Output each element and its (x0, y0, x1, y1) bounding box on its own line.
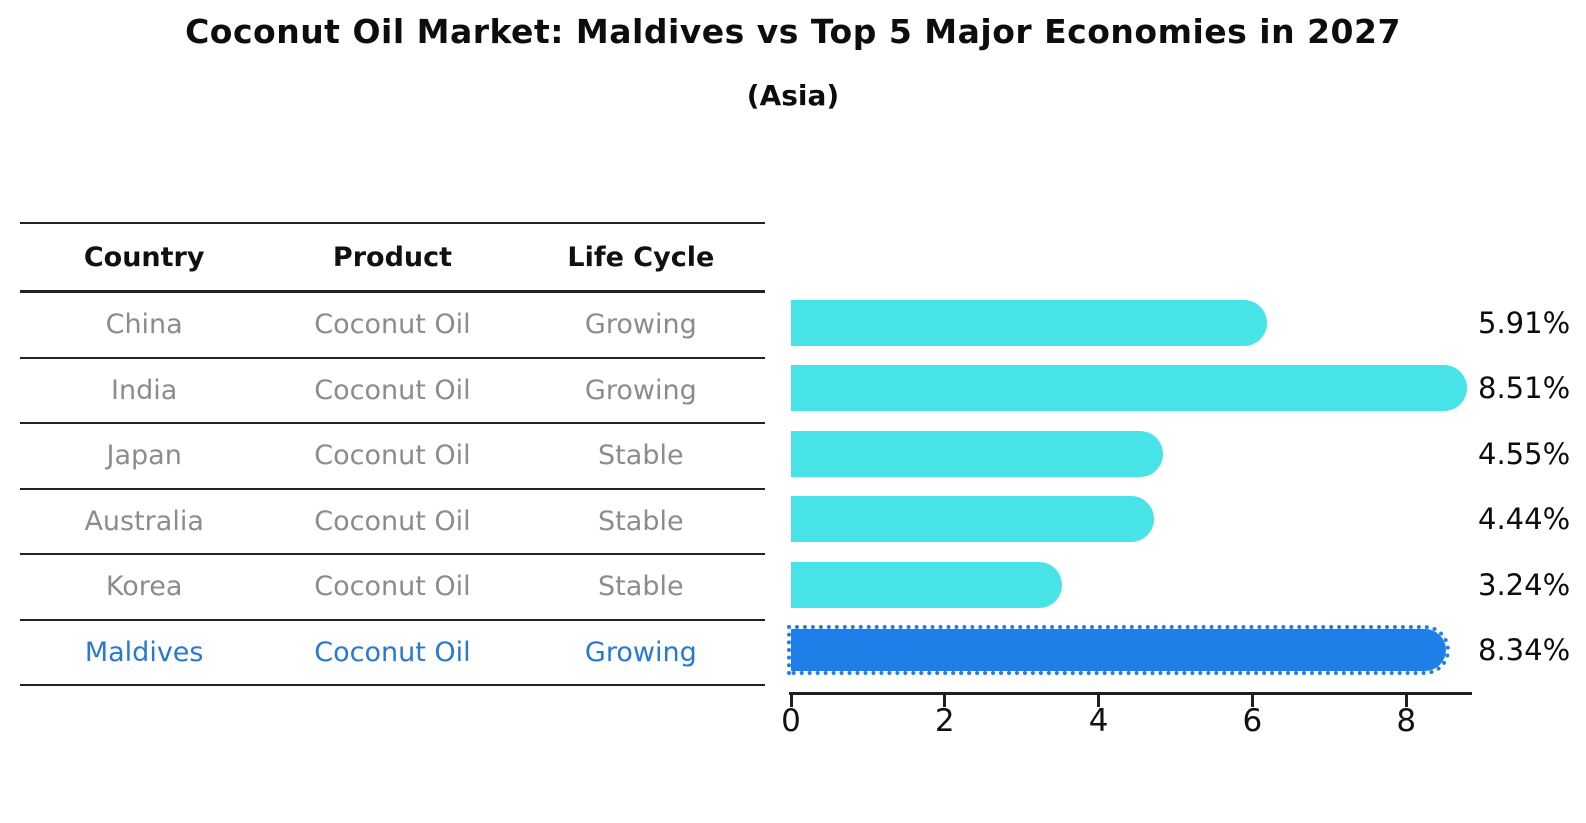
table-cell-life-cycle: Growing (584, 309, 697, 341)
table-header-cell-product: Product (332, 241, 453, 273)
value-label-japan: 4.55% (1478, 436, 1571, 471)
table-header-cell-life-cycle: Life Cycle (567, 241, 715, 273)
x-tick-label-2: 2 (934, 703, 955, 739)
table-cell-product: Coconut Oil (314, 374, 471, 406)
x-tick-label-6: 6 (1242, 703, 1263, 739)
x-tick-mark-2 (943, 694, 947, 707)
x-tick-mark-4 (1097, 694, 1101, 707)
table-cell-country: India (111, 374, 178, 406)
x-tick-mark-8 (1404, 694, 1408, 707)
x-axis-line (789, 692, 1472, 695)
bar-korea (791, 561, 1062, 608)
bar-maldives (787, 625, 1450, 676)
x-tick-label-0: 0 (781, 703, 801, 739)
country-table: Country Product Life Cycle China Coconut Oi… (20, 222, 765, 686)
table-cell-country: Korea (105, 571, 183, 603)
value-label-australia: 4.44% (1478, 502, 1571, 537)
value-label-maldives: 8.34% (1478, 633, 1571, 668)
x-tick-label-8: 8 (1396, 703, 1417, 739)
x-tick-mark-0 (789, 694, 793, 707)
table-row-australia: Australia Coconut Oil Stable (20, 490, 765, 555)
table-cell-life-cycle: Growing (584, 374, 697, 406)
table-cell-life-cycle: Stable (598, 571, 684, 603)
bar-china (791, 299, 1267, 346)
bar-india (791, 365, 1467, 412)
bar-japan (791, 430, 1163, 477)
table-cell-product: Coconut Oil (314, 505, 471, 537)
chart-title: Coconut Oil Market: Maldives vs Top 5 Ma… (185, 12, 1401, 51)
table-row-india: India Coconut Oil Growing (20, 359, 765, 424)
table-row-japan: Japan Coconut Oil Stable (20, 424, 765, 490)
value-label-korea: 3.24% (1478, 567, 1571, 602)
table-cell-product: Coconut Oil (314, 309, 471, 341)
x-tick-mark-6 (1250, 694, 1254, 707)
value-label-china: 5.91% (1478, 305, 1571, 340)
bar-australia (791, 496, 1154, 543)
chart-subtitle: (Asia) (746, 79, 840, 112)
table-cell-product: Coconut Oil (314, 571, 471, 603)
table-row-maldives: Maldives Coconut Oil Growing (20, 621, 765, 686)
table-cell-life-cycle: Stable (598, 440, 684, 472)
table-cell-country: Maldives (84, 636, 204, 668)
table-cell-life-cycle: Growing (584, 636, 697, 668)
table-cell-country: Japan (106, 440, 182, 472)
table-cell-product: Coconut Oil (314, 636, 471, 668)
table-cell-product: Coconut Oil (314, 440, 471, 472)
table-cell-country: Australia (84, 505, 204, 537)
table-header-row: Country Product Life Cycle (20, 222, 765, 293)
table-row-china: China Coconut Oil Growing (20, 293, 765, 359)
table-body: China Coconut Oil Growing India Coconut Oil G… (20, 293, 765, 686)
table-cell-country: China (105, 309, 183, 341)
table-row-korea: Korea Coconut Oil Stable (20, 555, 765, 621)
value-label-india: 8.51% (1478, 371, 1571, 406)
x-tick-label-4: 4 (1088, 703, 1109, 739)
table-cell-life-cycle: Stable (598, 505, 684, 537)
table-header-cell-country: Country (83, 241, 205, 273)
